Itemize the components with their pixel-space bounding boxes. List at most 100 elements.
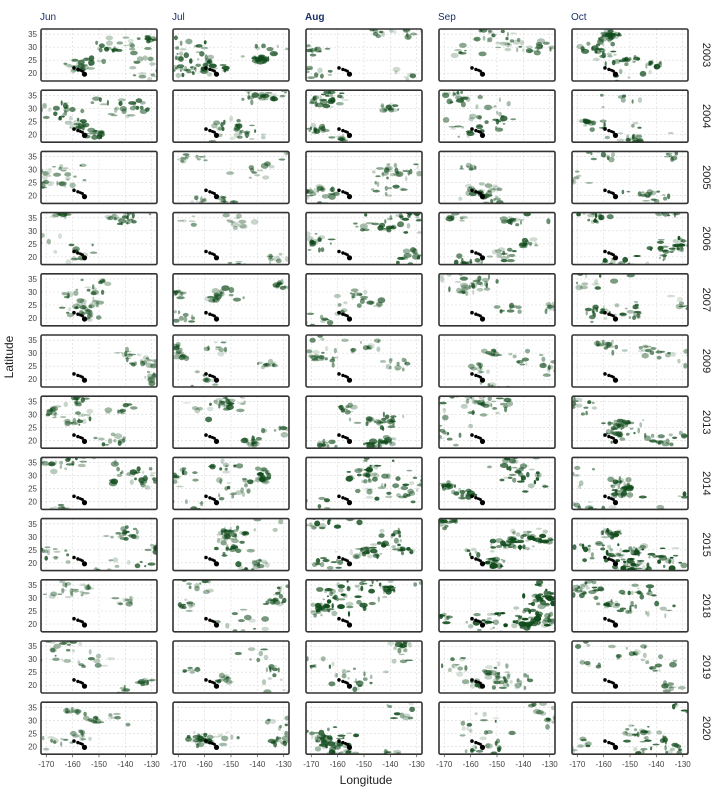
density-cell [216,477,223,484]
density-cell [86,309,91,312]
density-cell [387,187,393,190]
density-cell [398,534,402,538]
density-cell [367,465,370,471]
density-cell [363,459,368,462]
density-cell [194,195,199,201]
density-cell [572,474,581,477]
density-cell [100,664,109,667]
density-cell [641,419,645,422]
density-cell [283,91,287,94]
density-cell [230,492,237,495]
density-cell [244,483,248,488]
density-cell [326,566,334,570]
panel-2018-sep [438,578,556,633]
density-cell [576,43,584,50]
density-cell [460,493,465,497]
density-cell [58,212,63,217]
density-cell [495,46,502,49]
density-cell [672,659,678,663]
density-cell [588,590,597,595]
density-cell [326,599,332,604]
density-cell [413,582,418,587]
density-cell [306,194,314,197]
density-cell [597,586,604,592]
density-cell [514,540,518,543]
density-cell [506,683,510,688]
density-cell [100,289,105,295]
density-cell [135,529,139,535]
density-cell [269,93,278,97]
density-cell [127,695,131,697]
density-cell [373,305,377,308]
density-cell [472,37,479,41]
island-marker [603,188,607,193]
density-cell [340,96,344,99]
density-cell [366,300,375,305]
density-cell [641,349,648,352]
density-cell [313,126,317,132]
density-cell [417,22,422,26]
island-marker [603,678,607,682]
density-cell [401,217,410,221]
panel-2005-sep [438,150,556,205]
density-cell [265,600,270,604]
density-cell [260,427,266,434]
density-cell [632,307,640,310]
density-cell [302,236,305,240]
density-cell [96,59,103,63]
density-cell [542,41,550,45]
density-cell [359,223,368,230]
y-tick-label: 30 [28,43,37,52]
density-cell [494,105,497,108]
density-cell [492,407,498,410]
density-cell [148,213,152,216]
density-cell [166,318,169,321]
density-cell [92,716,97,719]
density-cell [440,521,447,526]
panel-2013-jun [40,395,158,450]
density-cell [601,33,610,38]
density-cell [379,30,384,34]
density-cell [677,235,681,241]
panel-border [172,517,290,572]
density-cell [209,402,212,406]
density-cell [518,615,523,619]
density-cell [654,663,663,668]
density-cell [82,583,85,587]
density-cell [166,352,173,356]
density-cell [180,156,189,160]
density-cell [601,530,605,535]
density-cell [401,357,406,363]
density-cell [248,165,254,170]
island-marker [208,312,212,316]
density-cell [481,390,486,395]
density-cell [66,313,74,318]
island-marker [470,249,474,254]
density-cell [382,411,385,417]
density-cell [541,539,549,544]
density-cell [522,242,528,246]
density-cell [333,524,342,529]
density-cell [247,91,250,95]
density-cell [492,626,495,629]
density-cell [65,463,74,466]
density-cell [366,489,373,495]
panel-2020-jul [172,701,290,756]
density-cell [392,66,401,72]
density-cell [49,642,56,644]
density-cell [582,118,586,122]
island-marker [72,372,76,376]
density-cell [591,406,598,410]
density-cell [657,434,665,439]
island-marker [204,616,208,621]
density-cell [671,266,678,271]
density-cell [194,585,200,592]
density-cell [82,179,87,182]
density-cell [573,502,581,508]
density-cell [136,353,142,357]
density-cell [567,284,572,289]
density-cell [72,649,75,653]
density-cell [307,76,316,79]
island-marker [204,127,208,131]
island-marker [341,434,345,439]
